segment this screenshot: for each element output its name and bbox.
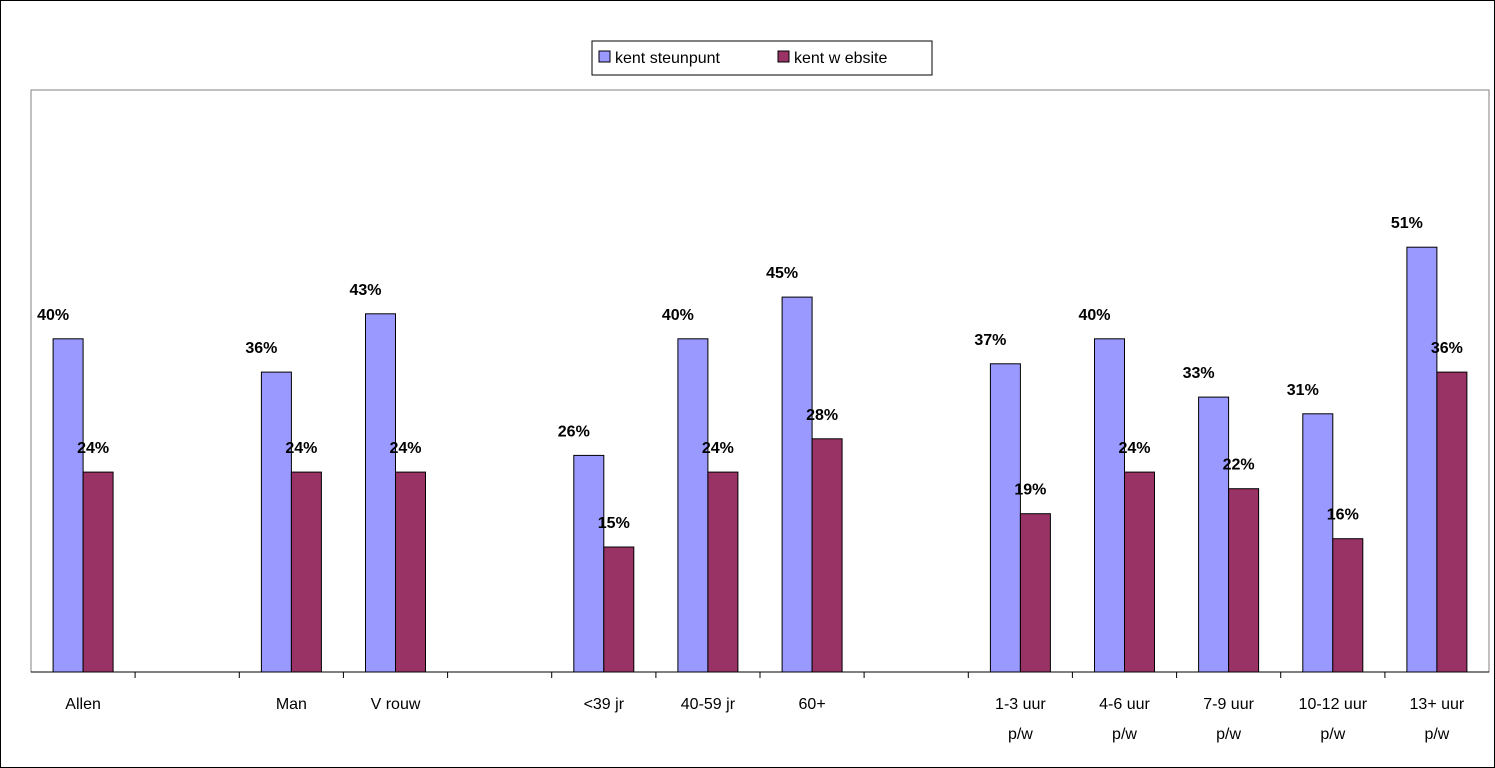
x-axis-ticks: Allen Man V rouw <39 jr 40-59 jr 60+ 1-3 uur p/… — [65, 672, 1465, 743]
x-tick-label-12: 10-12 uur — [1299, 696, 1368, 713]
bar-kent-website-7 — [811, 438, 843, 673]
bar-kent-steunpunt-7 — [781, 296, 813, 673]
bar-kent-steunpunt-12 — [1302, 413, 1334, 673]
data-label-kent-steunpunt-6: 40% — [662, 307, 694, 324]
data-label-kent-website-0: 24% — [77, 440, 109, 457]
x-tick-label-10: 4-6 uur — [1099, 696, 1150, 713]
bar-kent-steunpunt-0 — [52, 338, 84, 673]
plot-area — [30, 89, 1490, 673]
data-label-kent-steunpunt-2: 36% — [245, 340, 277, 357]
data-label-kent-website-3: 24% — [389, 440, 421, 457]
data-label-kent-steunpunt-13: 51% — [1391, 215, 1423, 232]
data-label-kent-steunpunt-3: 43% — [349, 282, 381, 299]
bar-kent-website-6 — [707, 471, 739, 673]
bar-kent-steunpunt-3 — [365, 313, 396, 673]
bar-kent-website-3 — [395, 471, 426, 673]
x-tick-label-6: 40-59 jr — [681, 696, 736, 713]
bars-layer — [52, 246, 1468, 673]
x-tick-label-3: V rouw — [371, 696, 421, 713]
data-label-kent-steunpunt-10: 40% — [1078, 307, 1110, 324]
data-label-kent-website-9: 19% — [1014, 482, 1046, 499]
data-label-kent-website-11: 22% — [1223, 457, 1255, 474]
bar-kent-steunpunt-6 — [677, 338, 709, 673]
data-label-kent-steunpunt-5: 26% — [558, 423, 590, 440]
legend-swatch-kent-website — [777, 50, 790, 63]
data-label-kent-steunpunt-0: 40% — [37, 307, 69, 324]
data-label-kent-website-6: 24% — [702, 440, 734, 457]
legend: kent steunpunt kent w ebsite — [591, 40, 933, 76]
data-labels-layer: 40% 24% 36% 24% 43% 24% 26% 15% 40% 24% 45% 28% 37% 1… — [37, 215, 1463, 532]
data-label-kent-steunpunt-12: 31% — [1287, 382, 1319, 399]
x-tick-label-11-line1: p/w — [1216, 726, 1241, 743]
x-tick-label-11: 7-9 uur — [1203, 696, 1254, 713]
bar-kent-steunpunt-9 — [989, 363, 1021, 673]
bar-kent-steunpunt-5 — [573, 454, 605, 673]
bar-kent-steunpunt-10 — [1094, 338, 1125, 673]
bar-kent-steunpunt-11 — [1198, 396, 1230, 673]
data-label-kent-website-5: 15% — [598, 515, 630, 532]
x-tick-label-9: 1-3 uur — [995, 696, 1046, 713]
bar-kent-website-2 — [290, 471, 322, 673]
data-label-kent-steunpunt-11: 33% — [1183, 365, 1215, 382]
x-tick-label-13: 13+ uur — [1410, 696, 1465, 713]
bar-kent-steunpunt-2 — [260, 371, 292, 673]
bar-kent-website-9 — [1019, 513, 1051, 673]
data-label-kent-website-2: 24% — [285, 440, 317, 457]
data-label-kent-website-7: 28% — [806, 407, 838, 424]
bar-kent-website-12 — [1332, 538, 1364, 673]
x-tick-label-12-line1: p/w — [1320, 726, 1345, 743]
x-tick-label-7: 60+ — [799, 696, 826, 713]
data-label-kent-website-13: 36% — [1431, 340, 1463, 357]
bar-kent-website-0 — [82, 471, 114, 673]
x-tick-label-2: Man — [276, 696, 307, 713]
legend-label-kent-steunpunt: kent steunpunt — [615, 50, 721, 67]
x-tick-label-10-line1: p/w — [1112, 726, 1137, 743]
data-label-kent-steunpunt-9: 37% — [974, 332, 1006, 349]
bar-kent-website-10 — [1124, 471, 1155, 673]
data-label-kent-steunpunt-7: 45% — [766, 265, 798, 282]
bar-kent-steunpunt-13 — [1406, 246, 1438, 673]
x-tick-label-5: <39 jr — [584, 696, 625, 713]
x-tick-label-0: Allen — [65, 696, 101, 713]
legend-label-kent-website: kent w ebsite — [794, 50, 887, 67]
bar-kent-website-11 — [1228, 488, 1260, 673]
x-tick-label-13-line1: p/w — [1424, 726, 1449, 743]
data-label-kent-website-10: 24% — [1118, 440, 1150, 457]
legend-box — [591, 40, 933, 76]
x-tick-label-9-line1: p/w — [1008, 726, 1033, 743]
bar-kent-website-13 — [1436, 371, 1468, 673]
data-label-kent-website-12: 16% — [1327, 507, 1359, 524]
legend-swatch-kent-steunpunt — [598, 50, 611, 63]
bar-kent-website-5 — [603, 546, 635, 673]
